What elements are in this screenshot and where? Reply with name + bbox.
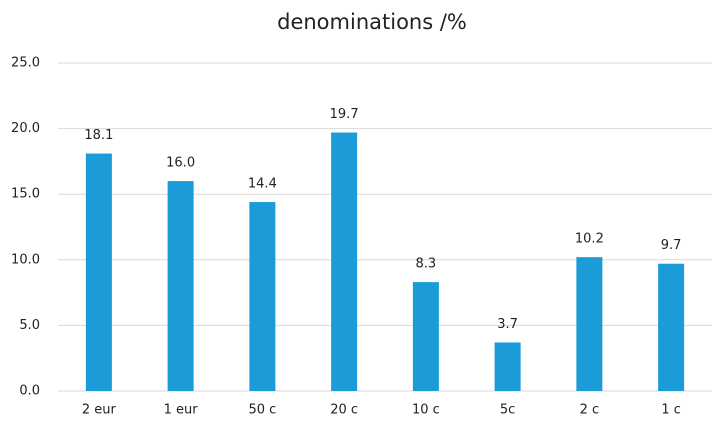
x-tick-label: 20 c (330, 403, 358, 418)
chart-title: denominations /% (277, 10, 467, 34)
data-label: 9.7 (661, 238, 682, 253)
y-tick-label: 5.0 (19, 318, 40, 333)
data-label: 3.7 (497, 317, 518, 332)
y-tick-label: 15.0 (11, 187, 40, 202)
x-tick-label: 10 c (412, 403, 440, 418)
y-tick-label: 25.0 (11, 56, 40, 71)
x-tick-label: 5c (500, 403, 515, 418)
x-tick-label: 50 c (248, 403, 276, 418)
data-label: 16.0 (166, 156, 195, 171)
data-label: 18.1 (84, 128, 113, 143)
x-tick-label: 2 eur (82, 403, 117, 418)
y-tick-label: 10.0 (11, 252, 40, 267)
data-label: 8.3 (416, 257, 437, 272)
x-tick-label: 2 c (580, 403, 600, 418)
x-tick-label: 1 eur (164, 403, 199, 418)
data-label: 14.4 (248, 177, 277, 192)
bar (249, 202, 276, 391)
bar (85, 153, 112, 391)
y-tick-label: 0.0 (19, 384, 40, 399)
bar (331, 132, 358, 391)
bar (658, 263, 685, 391)
bar (412, 282, 439, 391)
data-label: 10.2 (575, 232, 604, 247)
bar (576, 257, 603, 391)
y-tick-label: 20.0 (11, 121, 40, 136)
bar (167, 181, 194, 391)
data-label: 19.7 (330, 107, 359, 122)
bar (494, 342, 521, 391)
x-tick-label: 1 c (661, 403, 681, 418)
